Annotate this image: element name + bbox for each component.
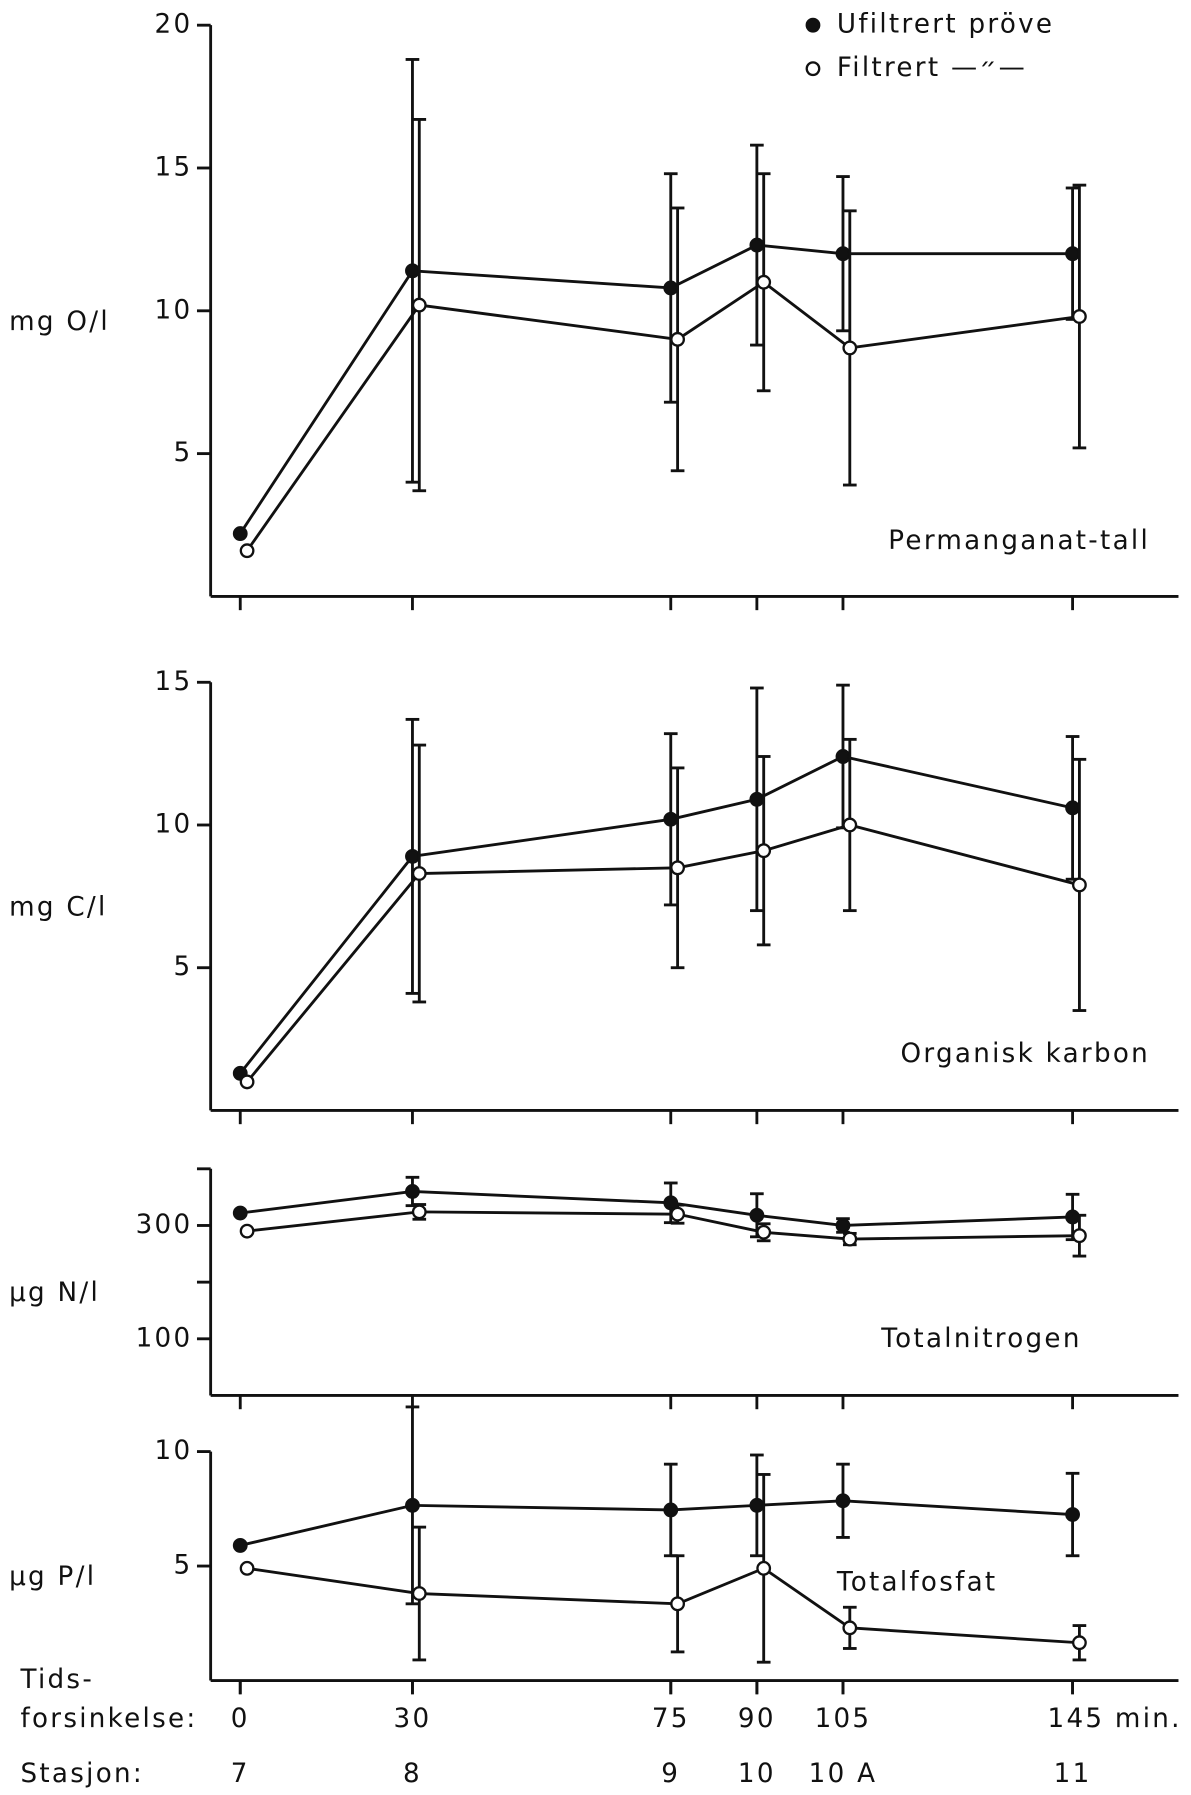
point: [663, 280, 679, 296]
point: [670, 331, 685, 347]
y-tick-label: 100: [136, 1323, 193, 1353]
series-line: [239, 243, 1073, 535]
legend-marker: [805, 61, 821, 77]
y-tick-label: 5: [173, 952, 192, 982]
point: [835, 246, 851, 262]
annotation: Permanganat-tall: [888, 526, 1150, 556]
point: [670, 1206, 685, 1222]
point: [663, 1502, 679, 1518]
series-line: [245, 823, 1080, 1083]
point: [232, 526, 248, 542]
series-line: [246, 1566, 1080, 1645]
station-label: 7: [231, 1759, 250, 1789]
station-label: 9: [661, 1759, 680, 1789]
point: [749, 791, 765, 807]
point: [1072, 1635, 1087, 1651]
y-axis-label: µg P/l: [9, 1562, 96, 1592]
point: [239, 543, 255, 559]
station-label: 10 A: [809, 1759, 878, 1789]
series-line: [240, 1190, 1073, 1227]
annotation: Organisk karbon: [901, 1039, 1150, 1069]
y-axis-label: µg N/l: [9, 1278, 100, 1308]
y-tick-label: 15: [155, 667, 193, 697]
point: [670, 860, 685, 876]
y-tick-label: 20: [155, 10, 193, 40]
point: [756, 274, 772, 290]
y-tick-label: 300: [136, 1210, 193, 1240]
point: [1072, 877, 1087, 893]
y-tick-label: 5: [173, 1551, 192, 1581]
annotation: Totalfosfat: [836, 1568, 998, 1598]
point: [411, 1204, 427, 1220]
point: [842, 1231, 858, 1247]
point: [405, 1184, 420, 1199]
y-tick-label: 5: [173, 438, 192, 468]
legend-label: Ufiltrert pröve: [837, 10, 1054, 40]
annotation: Totalnitrogen: [880, 1324, 1081, 1354]
point: [239, 1074, 255, 1090]
point: [232, 1537, 248, 1553]
y-axis-label: mg C/l: [9, 892, 107, 922]
point: [411, 297, 427, 313]
station-label: 8: [403, 1759, 422, 1789]
station-label: 11: [1054, 1759, 1092, 1789]
point: [842, 340, 858, 356]
point: [405, 263, 420, 279]
point: [1072, 1228, 1087, 1244]
point: [405, 1497, 420, 1513]
point: [663, 811, 679, 827]
point: [749, 1497, 765, 1513]
point: [1065, 800, 1080, 816]
point: [411, 1586, 427, 1601]
point: [749, 237, 765, 253]
series-line: [239, 1499, 1073, 1547]
series-line: [245, 280, 1080, 552]
point: [239, 1560, 255, 1576]
point: [835, 1218, 851, 1233]
point: [1065, 1209, 1080, 1225]
y-tick-label: 15: [155, 152, 193, 182]
series-line: [246, 1210, 1080, 1241]
point: [1065, 246, 1080, 262]
x-axis-label: forsinkelse:: [20, 1704, 197, 1734]
y-tick-label: 10: [155, 809, 193, 839]
point: [835, 1493, 851, 1509]
point: [405, 848, 420, 864]
x-tick-label: 30: [394, 1704, 432, 1734]
x-tick-label: 0: [231, 1704, 250, 1734]
point: [756, 843, 772, 859]
x-tick-label: 75: [652, 1704, 690, 1734]
point: [411, 866, 427, 881]
stations-label: Stasjon:: [20, 1759, 143, 1789]
point: [835, 749, 851, 764]
x-tick-label: 145 min.: [1048, 1704, 1182, 1734]
point: [749, 1207, 765, 1223]
point: [842, 1620, 858, 1636]
station-label: 10: [738, 1759, 776, 1789]
legend-label: Filtrert —״—: [837, 53, 1027, 83]
x-axis-label: Tids-: [19, 1665, 94, 1695]
y-axis-label: mg O/l: [9, 307, 110, 337]
y-tick-label: 10: [155, 295, 193, 325]
point: [1072, 309, 1087, 324]
y-tick-label: 10: [155, 1436, 193, 1466]
point: [756, 1560, 772, 1576]
point: [232, 1205, 248, 1221]
point: [842, 817, 858, 833]
point: [670, 1596, 685, 1612]
x-tick-label: 105: [815, 1704, 872, 1734]
series-line: [239, 754, 1073, 1075]
x-tick-label: 90: [738, 1704, 776, 1734]
legend-marker: [805, 17, 821, 33]
point: [1065, 1507, 1080, 1522]
point: [756, 1224, 772, 1240]
point: [239, 1223, 255, 1239]
